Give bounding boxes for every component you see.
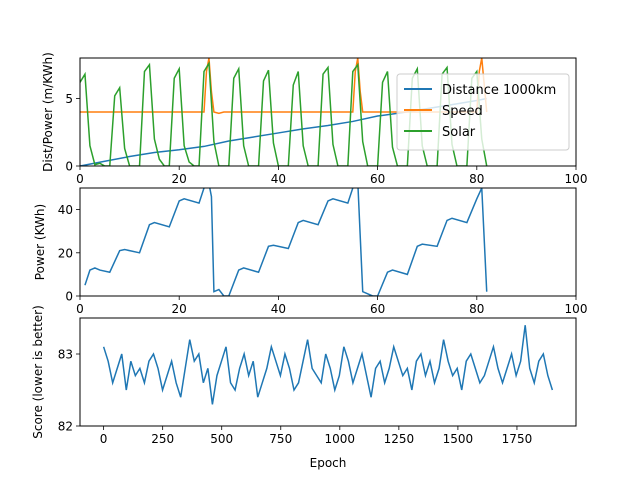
panel-3-xtick-label: 1000 [325, 432, 356, 446]
panel-2-series-0-line [84, 188, 488, 296]
panel-1-ticks: 0 20 40 60 80 100 0 5 [65, 92, 587, 186]
panel-1-xtick-label: 100 [565, 172, 588, 186]
panel-2-frame [79, 187, 577, 297]
panel-2-ticks: 0 20 40 60 80 100 0 20 40 [58, 203, 588, 316]
panel-1-xtick-label: 40 [271, 172, 286, 186]
panel-1-frame [79, 57, 577, 167]
panel-3-ticks: 0 250 500 750 1000 1250 1500 1750 82 83 [58, 348, 533, 447]
panel-2-ytick-label: 20 [58, 246, 73, 260]
panel-2-ylabel: Power (KWh) [33, 204, 47, 280]
panel-3-xtick-label: 1500 [443, 432, 474, 446]
panel-3-lines [102, 325, 554, 405]
panel-2-lines [84, 188, 488, 296]
panel-3-xtick-label: 1750 [502, 432, 533, 446]
panel-3-series-0-line [102, 325, 554, 405]
panel-1-xtick-label: 0 [76, 172, 84, 186]
panel-3-xtick-label: 0 [100, 432, 108, 446]
panel-3-frame [79, 317, 577, 427]
panel-2-xtick-label: 0 [76, 302, 84, 316]
panel-3-xtick-label: 1250 [384, 432, 415, 446]
panel-1: 0 20 40 60 80 100 0 5 Dist/Power (m/KWh) Distan… [41, 52, 587, 186]
legend-box [396, 73, 570, 151]
panel-1-xtick-label: 20 [172, 172, 187, 186]
panel-3-xtick-label: 500 [210, 432, 233, 446]
panel-1-ytick-label: 0 [65, 160, 73, 174]
panel-3-xlabel: Epoch [310, 456, 347, 470]
panel-2-ytick-label: 40 [58, 203, 73, 217]
legend: Distance 1000km Speed Solar [396, 73, 570, 151]
panel-3-ytick-label: 83 [58, 348, 73, 362]
panel-3-xtick-label: 250 [151, 432, 174, 446]
panel-2-xtick-label: 80 [469, 302, 484, 316]
panel-2-xtick-label: 40 [271, 302, 286, 316]
legend-label-speed: Speed [442, 104, 483, 119]
panel-3: 0 250 500 750 1000 1250 1500 1750 82 83 Score (lo… [31, 305, 577, 470]
legend-label-distance: Distance 1000km [442, 83, 556, 98]
panel-2-ytick-label: 0 [65, 290, 73, 304]
panel-2-xtick-label: 20 [172, 302, 187, 316]
panel-2-xtick-label: 60 [370, 302, 385, 316]
panel-1-series-speed-line [80, 58, 488, 115]
legend-label-solar: Solar [442, 125, 476, 140]
panel-1-xtick-label: 60 [370, 172, 385, 186]
panel-3-ytick-label: 82 [58, 420, 73, 434]
panel-3-xtick-label: 750 [269, 432, 292, 446]
panel-2: 0 20 40 60 80 100 0 20 40 Power (KWh) [33, 187, 588, 316]
panel-1-ylabel: Dist/Power (m/KWh) [41, 52, 55, 172]
panel-1-xtick-label: 80 [469, 172, 484, 186]
panel-2-xtick-label: 100 [565, 302, 588, 316]
panel-3-ylabel: Score (lower is better) [31, 305, 45, 439]
panel-1-ytick-label: 5 [65, 92, 73, 106]
